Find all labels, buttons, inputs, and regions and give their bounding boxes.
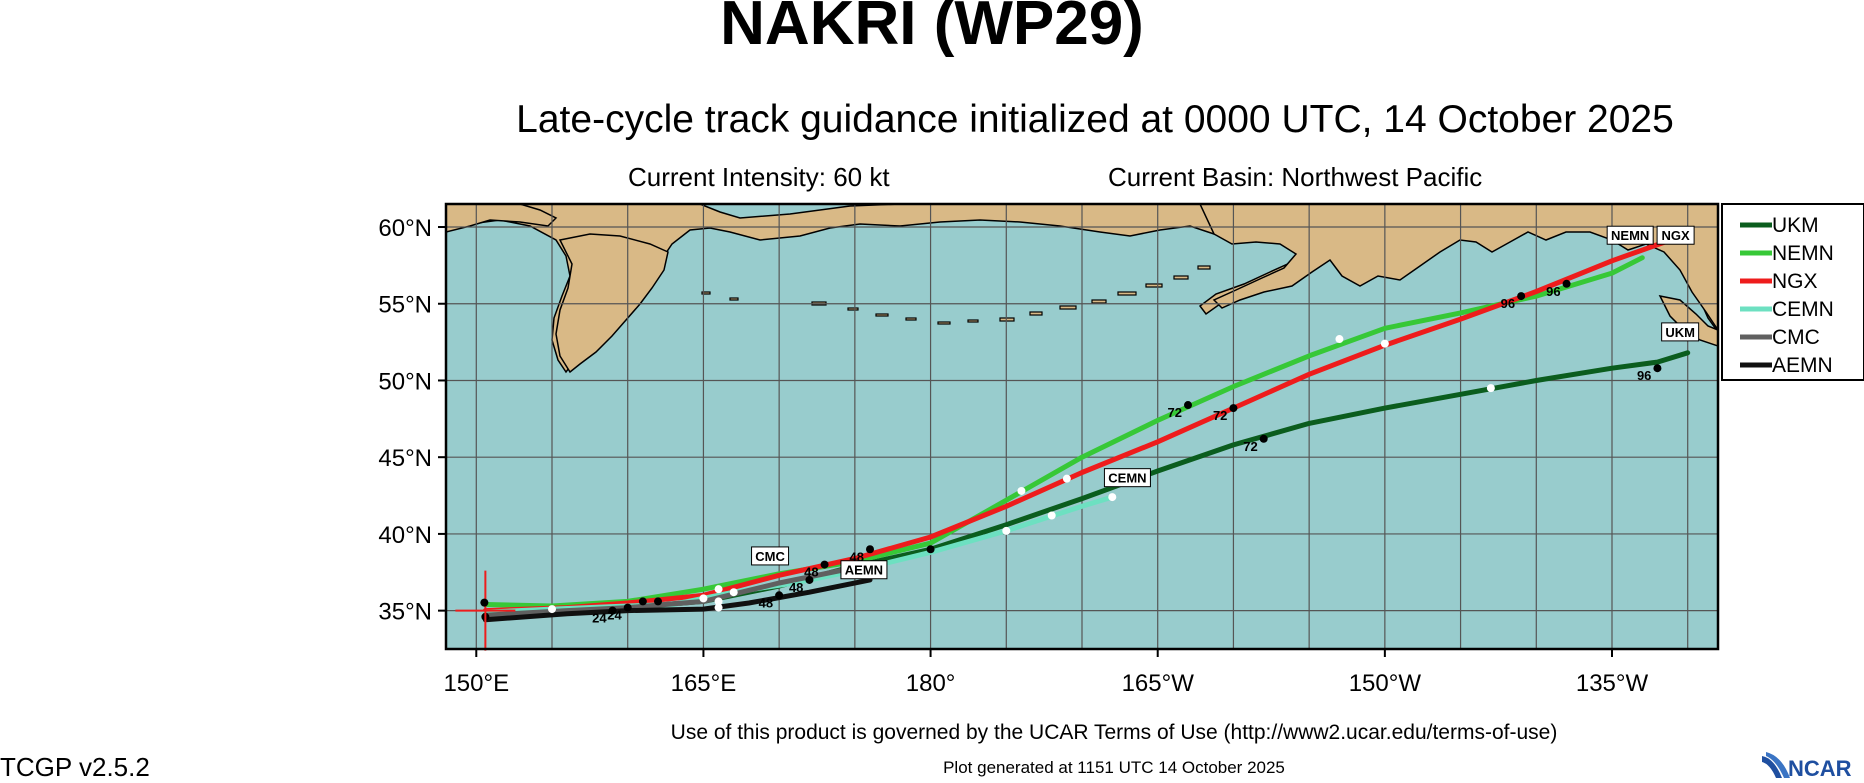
map-frame [444, 202, 1720, 651]
forecast-hour-label: 24 [592, 611, 607, 626]
forecast-hour-label: 96 [1637, 368, 1651, 383]
track-marker-ukm [1653, 364, 1662, 373]
track-marker-aemn [775, 591, 784, 600]
current-position-dot [480, 598, 489, 607]
ncar-logo-text: NCAR [1788, 756, 1852, 780]
forecast-hour-label: 96 [1546, 284, 1560, 299]
land-asia-coast [446, 204, 558, 233]
legend-box [1721, 203, 1864, 381]
track-marker-aemn [608, 606, 617, 615]
legend-label-nemn: NEMN [1772, 242, 1834, 265]
track-marker-nemn [1184, 401, 1192, 410]
track-marker-cmc [805, 575, 814, 584]
forecast-hour-label: 72 [1168, 405, 1182, 420]
track-marker-cmc [699, 594, 708, 603]
track-end-label-box [1103, 468, 1151, 488]
legend-label-cemn: CEMN [1772, 298, 1834, 321]
land-masses [446, 204, 1718, 374]
lat-tick-label: 55°N [378, 292, 432, 319]
map-subtitle: Late-cycle track guidance initialized at… [516, 98, 1674, 141]
track-marker-ngx [866, 545, 874, 554]
lat-tick-label: 40°N [378, 522, 432, 549]
forecast-hour-label: 72 [1243, 439, 1257, 454]
lon-tick-label: 180° [906, 670, 956, 697]
track-marker-ngx [1062, 474, 1071, 483]
track-marker-ukm [623, 603, 632, 612]
track-marker-ngx [1562, 279, 1571, 288]
lon-tick-label: 135°W [1576, 670, 1649, 697]
track-marker-ngx [654, 597, 662, 606]
lat-tick-label: 45°N [378, 445, 432, 472]
lat-tick-label: 50°N [378, 368, 432, 395]
map-title: NAKRI (WP29) [720, 0, 1144, 58]
lat-tick-label: 35°N [378, 599, 432, 626]
lon-tick-label: 165°E [671, 670, 737, 697]
track-marker-ukm [1259, 434, 1268, 443]
track-marker-nemn [820, 560, 829, 569]
track-marker-cemn [1002, 526, 1011, 535]
forecast-hour-label: 96 [1501, 296, 1515, 311]
current-basin: Current Basin: Northwest Pacific [1108, 162, 1483, 192]
forecast-hour-label: 48 [759, 595, 773, 610]
track-marker-ukm [714, 597, 723, 606]
lon-tick-label: 150°E [443, 670, 509, 697]
track-marker-nemn [714, 585, 723, 594]
track-ngx [482, 236, 1676, 614]
axis-labels: 35°N 40°N 45°N 50°N 55°N 60°N 150°E 165°E 180° 16… [378, 215, 1648, 697]
track-end-label: CMC [755, 549, 785, 564]
track-marker-ngx [1380, 339, 1389, 348]
track-marker-ukm [1486, 384, 1495, 393]
track-marker-ngx [1229, 404, 1238, 413]
track-marker-ukm [1108, 493, 1117, 502]
track-end-label: CEMN [1108, 471, 1146, 486]
track-end-label-box [1656, 225, 1695, 245]
track-end-label: NEMN [1611, 228, 1649, 243]
legend: UKM NEMN NGX CEMN CMC AEMN [1721, 203, 1864, 381]
current-intensity: Current Intensity: 60 kt [628, 162, 890, 192]
track-end-label-box [1606, 225, 1654, 245]
track-marker-nemn [1017, 486, 1026, 495]
terms-of-use: Use of this product is governed by the U… [670, 721, 1558, 744]
track-marker-nemn [1335, 335, 1344, 344]
track-end-label: NGX [1662, 228, 1691, 243]
lon-tick-label: 165°W [1122, 670, 1195, 697]
track-end-label-box [751, 546, 790, 566]
legend-label-ngx: NGX [1772, 270, 1818, 293]
track-end-label: UKM [1665, 325, 1695, 340]
track-marker-cemn [548, 605, 556, 614]
lon-tick-label: 150°W [1349, 670, 1422, 697]
track-marker-cemn [729, 588, 738, 597]
track-end-label-box [840, 560, 888, 580]
land-kamchatka [555, 233, 669, 374]
lat-tick-label: 60°N [378, 215, 432, 242]
track-aemn [482, 577, 873, 623]
forecast-tracks: 247296UKM487296NEMN487296NGXCEMN48CMC244… [481, 225, 1700, 626]
legend-label-aemn: AEMN [1772, 354, 1833, 377]
current-position-marker [455, 570, 516, 651]
plot-generated: Plot generated at 1151 UTC 14 October 20… [943, 758, 1285, 777]
track-end-label-box [1661, 322, 1700, 342]
track-marker-ukm [926, 545, 935, 554]
forecast-hour-label: 48 [789, 580, 803, 595]
ncar-logo: NCAR [1762, 752, 1852, 780]
map-area: 247296UKM487296NEMN487296NGXCEMN48CMC244… [444, 202, 1720, 651]
track-marker-nemn [638, 597, 647, 606]
track-marker-aemn [714, 603, 723, 612]
track-marker-ukm [1047, 511, 1056, 520]
legend-label-cmc: CMC [1772, 326, 1820, 349]
forecast-hour-label: 72 [1213, 408, 1227, 423]
legend-label-ukm: UKM [1772, 214, 1819, 237]
track-marker-nemn [1517, 292, 1526, 301]
track-end-label: AEMN [845, 563, 883, 578]
version-label: TCGP v2.5.2 [0, 752, 150, 782]
forecast-hour-label: 48 [804, 565, 818, 580]
